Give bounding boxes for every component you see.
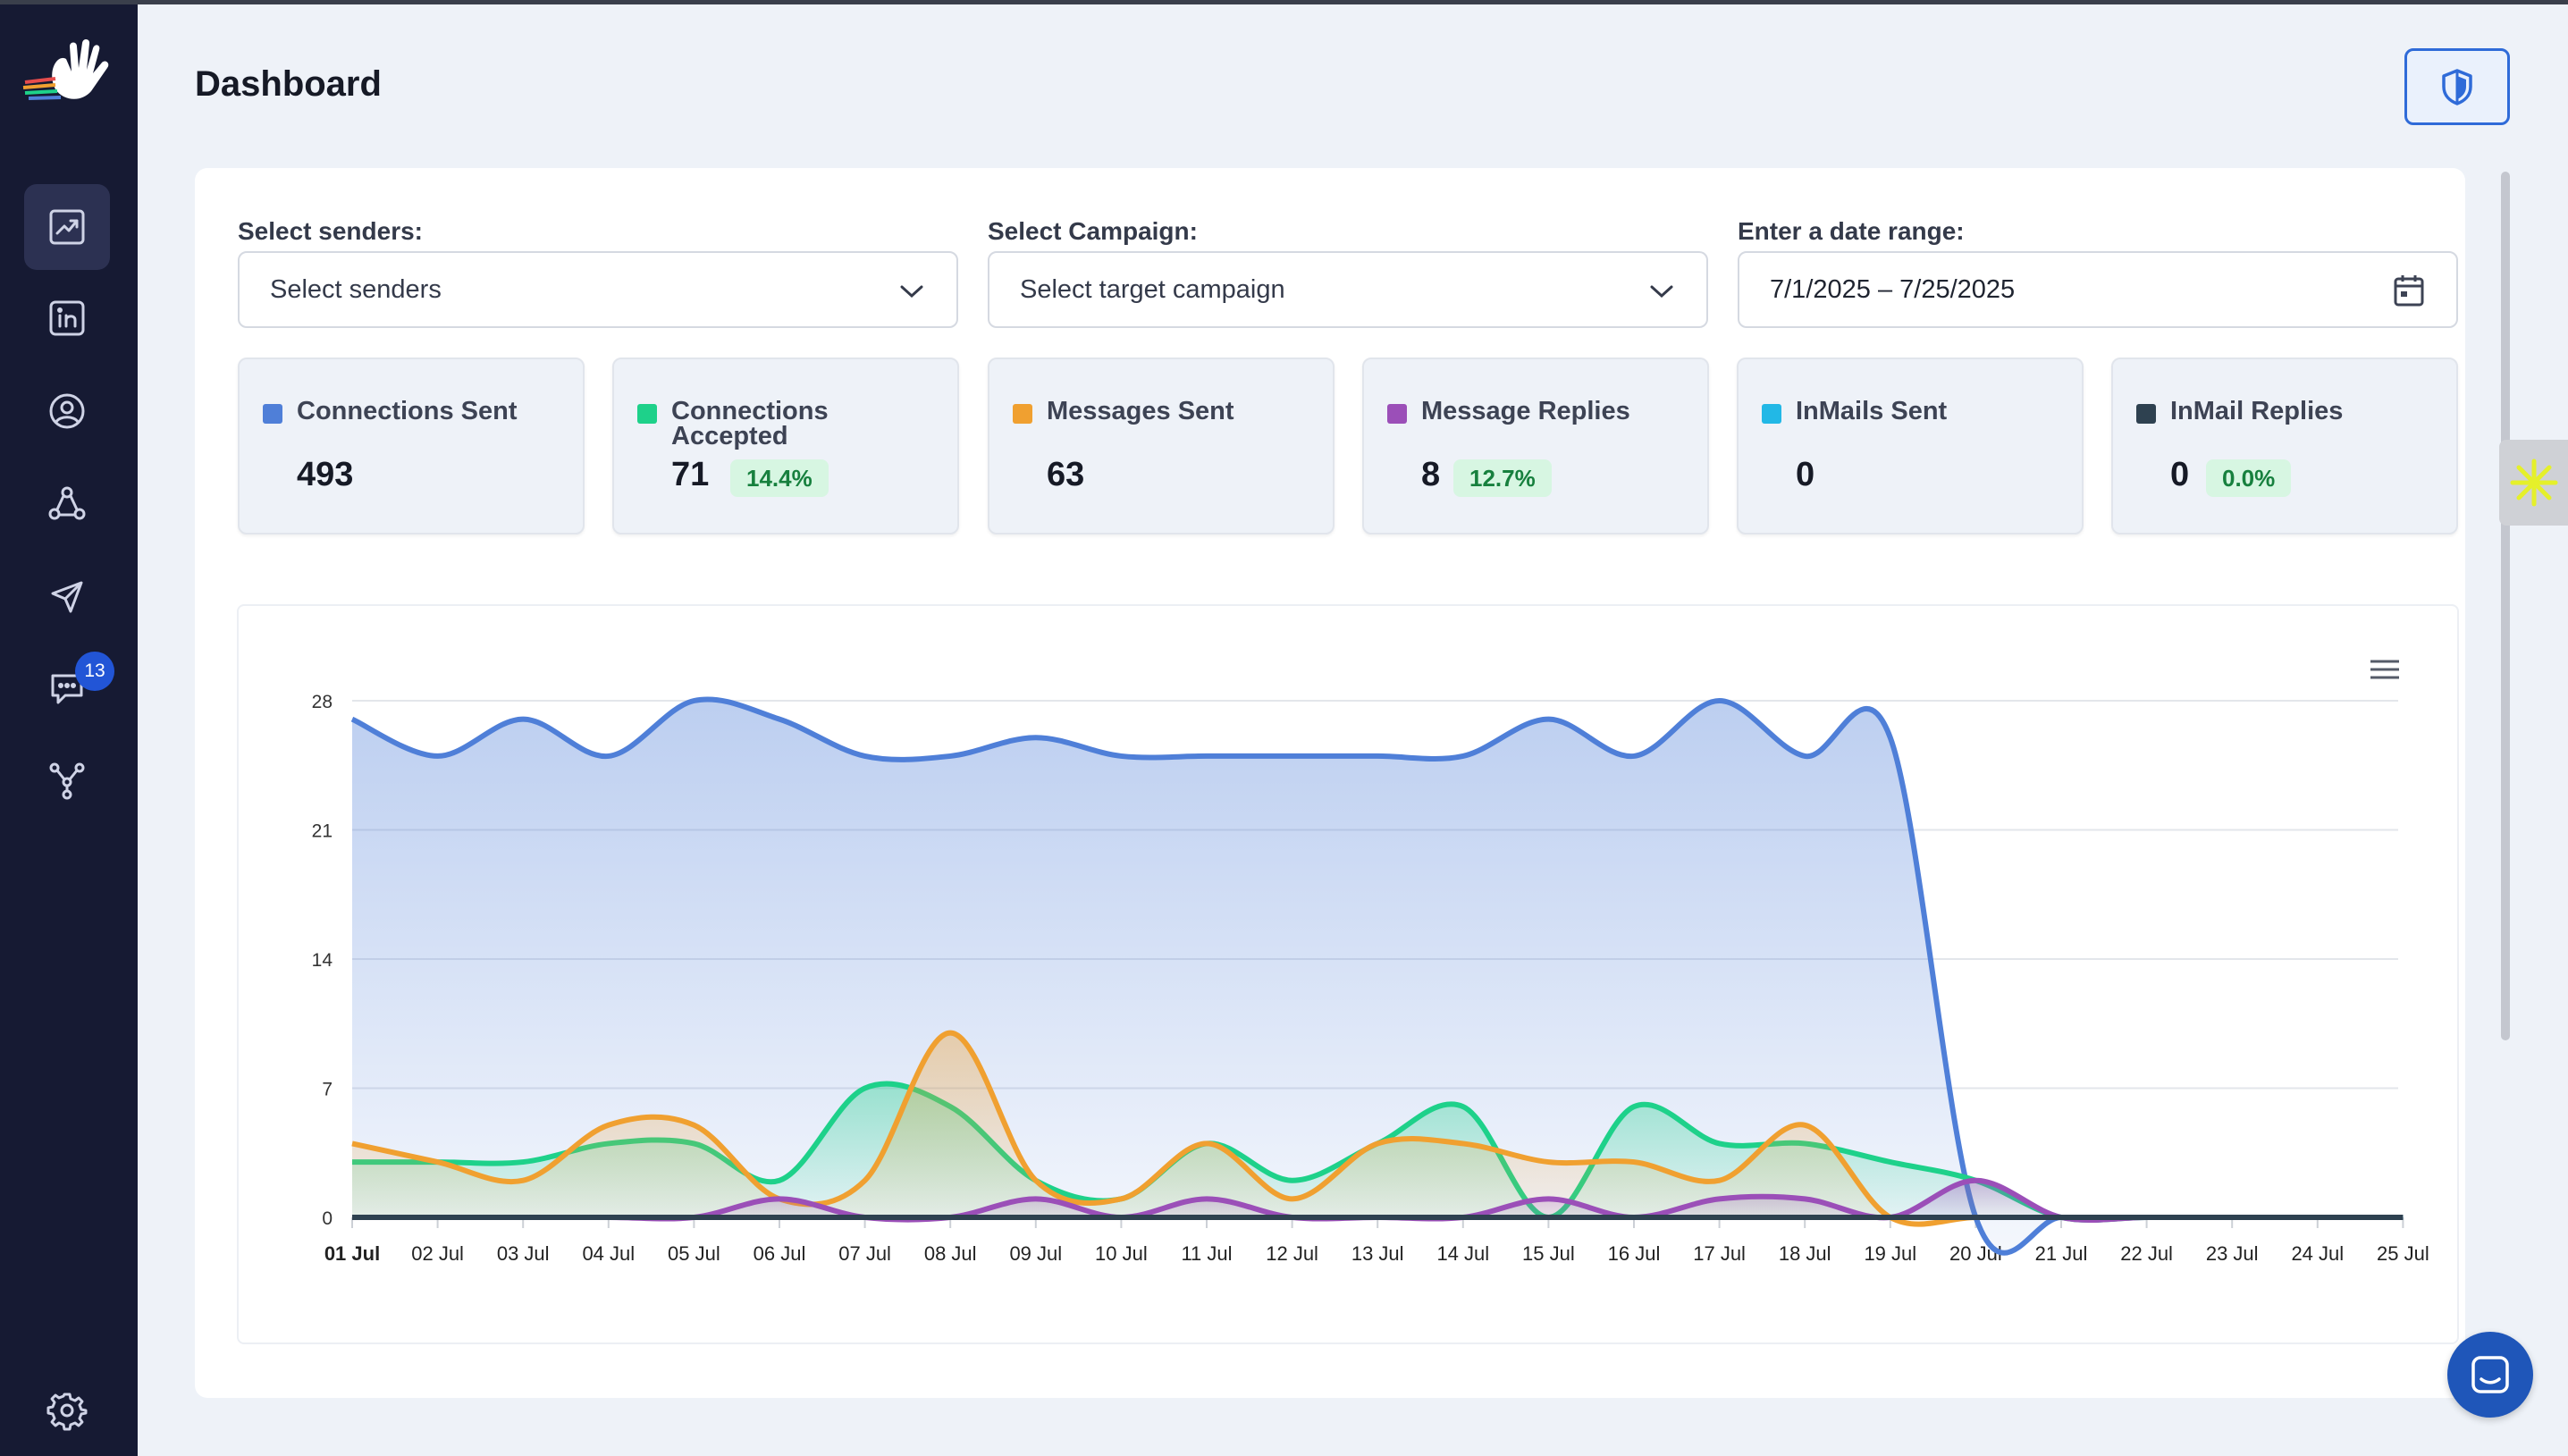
x-tick-label: 01 Jul xyxy=(324,1242,380,1265)
y-tick-label: 7 xyxy=(322,1080,333,1100)
campaign-label: Select Campaign: xyxy=(988,217,1198,245)
stat-connections-accepted: Connections Accepted 71 14.4% xyxy=(612,358,959,534)
x-tick-label: 17 Jul xyxy=(1693,1242,1746,1265)
reply-rate-badge: 12.7% xyxy=(1453,459,1552,497)
legend-swatch xyxy=(1387,404,1407,424)
stat-inmail-replies: InMail Replies 0 0.0% xyxy=(2111,358,2458,534)
feedback-tab[interactable] xyxy=(2499,440,2568,526)
logo-hand-icon xyxy=(22,38,109,100)
send-icon xyxy=(51,581,83,613)
sidebar-item-settings[interactable] xyxy=(24,1368,110,1453)
network-icon xyxy=(48,486,86,520)
user-circle-icon xyxy=(49,393,85,429)
stat-value: 493 xyxy=(297,456,354,493)
chevron-down-icon xyxy=(900,285,923,299)
sidebar-item-network[interactable] xyxy=(24,461,110,547)
y-tick-label: 0 xyxy=(322,1208,333,1229)
sparkle-icon xyxy=(2510,459,2557,507)
x-tick-label: 15 Jul xyxy=(1522,1242,1575,1265)
sidebar-item-profile[interactable] xyxy=(24,368,110,454)
x-tick-label: 10 Jul xyxy=(1095,1242,1148,1265)
y-tick-label: 21 xyxy=(312,821,333,842)
sidebar: 13 xyxy=(0,0,138,1456)
gear-icon xyxy=(46,1393,88,1431)
x-tick-label: 09 Jul xyxy=(1009,1242,1062,1265)
x-tick-label: 16 Jul xyxy=(1608,1242,1661,1265)
chat-widget-icon xyxy=(2471,1356,2509,1393)
series-area xyxy=(352,1180,2404,1221)
x-tick-label: 19 Jul xyxy=(1864,1242,1916,1265)
x-tick-label: 13 Jul xyxy=(1351,1242,1404,1265)
stat-messages-sent: Messages Sent 63 xyxy=(988,358,1335,534)
inmail-reply-rate-badge: 0.0% xyxy=(2206,459,2292,497)
x-tick-label: 24 Jul xyxy=(2291,1242,2344,1265)
chevron-down-icon xyxy=(1650,285,1673,299)
y-tick-label: 14 xyxy=(312,950,333,971)
legend-swatch xyxy=(637,404,657,424)
series-area xyxy=(352,1032,2404,1225)
date-range-value: 7/1/2025 – 7/25/2025 xyxy=(1770,274,2016,304)
stat-label: Messages Sent xyxy=(1047,397,1234,425)
legend-swatch xyxy=(263,404,282,424)
stat-label: InMails Sent xyxy=(1796,397,1948,425)
x-tick-label: 22 Jul xyxy=(2120,1242,2173,1265)
x-tick-label: 12 Jul xyxy=(1266,1242,1318,1265)
x-tick-label: 07 Jul xyxy=(838,1242,891,1265)
legend-swatch xyxy=(1013,404,1032,424)
scrollbar-thumb[interactable] xyxy=(2501,172,2510,1040)
x-tick-label: 21 Jul xyxy=(2035,1242,2088,1265)
date-range-input[interactable]: 7/1/2025 – 7/25/2025 xyxy=(1738,251,2458,328)
calendar-icon[interactable] xyxy=(2392,273,2426,308)
x-tick-label: 23 Jul xyxy=(2206,1242,2259,1265)
x-tick-label: 08 Jul xyxy=(924,1242,977,1265)
stat-label: Message Replies xyxy=(1421,397,1630,425)
senders-placeholder: Select senders xyxy=(270,274,442,304)
stat-value: 0 xyxy=(1796,456,1815,493)
x-tick-label: 02 Jul xyxy=(411,1242,464,1265)
sidebar-item-campaigns[interactable] xyxy=(24,554,110,640)
chart-menu-icon[interactable] xyxy=(2369,658,2401,681)
chart-trend-icon xyxy=(49,209,85,245)
page-title: Dashboard xyxy=(195,64,382,104)
x-tick-label: 05 Jul xyxy=(668,1242,720,1265)
stat-value: 63 xyxy=(1047,456,1085,493)
stat-value: 8 xyxy=(1421,456,1441,493)
stat-label: Connections Sent xyxy=(297,397,518,425)
stat-connections-sent: Connections Sent 493 xyxy=(238,358,585,534)
stat-value: 71 xyxy=(671,456,710,493)
senders-label: Select senders: xyxy=(238,217,423,245)
shield-icon xyxy=(2442,69,2472,105)
support-chat-button[interactable] xyxy=(2447,1332,2533,1418)
stat-value: 0 xyxy=(2170,456,2190,493)
acceptance-rate-badge: 14.4% xyxy=(730,459,829,497)
campaign-placeholder: Select target campaign xyxy=(1020,274,1285,304)
stat-message-replies: Message Replies 8 12.7% xyxy=(1362,358,1709,534)
x-tick-label: 14 Jul xyxy=(1436,1242,1489,1265)
x-tick-label: 06 Jul xyxy=(754,1242,806,1265)
privacy-shield-button[interactable] xyxy=(2404,48,2510,125)
date-range-label: Enter a date range: xyxy=(1738,217,1965,245)
legend-swatch xyxy=(2136,404,2156,424)
y-tick-label: 28 xyxy=(312,692,333,712)
x-tick-label: 11 Jul xyxy=(1181,1242,1232,1265)
sidebar-item-integrations[interactable] xyxy=(24,738,110,824)
stat-inmails-sent: InMails Sent 0 xyxy=(1737,358,2084,534)
stat-label: Connections Accepted xyxy=(671,397,829,450)
top-border xyxy=(0,0,2568,4)
series-line xyxy=(350,696,2404,1256)
sidebar-item-linkedin[interactable] xyxy=(24,275,110,361)
x-tick-label: 04 Jul xyxy=(582,1242,635,1265)
messages-count-badge: 13 xyxy=(75,652,114,691)
x-tick-label: 25 Jul xyxy=(2377,1242,2429,1265)
legend-swatch xyxy=(1762,404,1781,424)
stat-label: InMail Replies xyxy=(2170,397,2344,425)
senders-select[interactable]: Select senders xyxy=(238,251,958,328)
sidebar-item-analytics[interactable] xyxy=(24,184,110,270)
x-tick-label: 18 Jul xyxy=(1779,1242,1831,1265)
integration-icon xyxy=(49,762,85,800)
linkedin-icon xyxy=(49,300,85,336)
x-tick-label: 03 Jul xyxy=(497,1242,550,1265)
campaign-select[interactable]: Select target campaign xyxy=(988,251,1708,328)
